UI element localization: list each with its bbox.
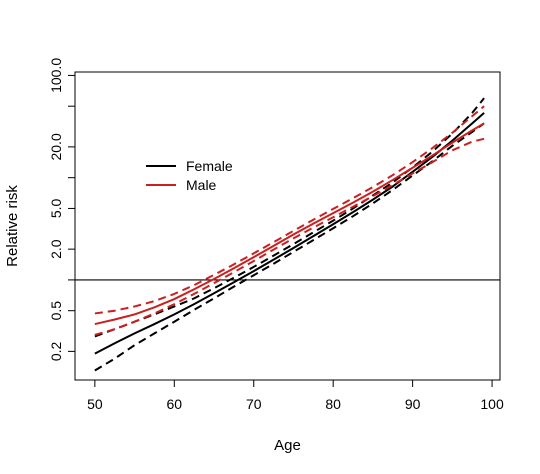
series-line-female-estimate	[94, 112, 485, 355]
series-line-female-upper	[94, 97, 485, 338]
x-tick-label-80: 80	[325, 396, 341, 412]
y-tick-label-20.0: 20.0	[48, 133, 64, 160]
legend-label-male: Male	[186, 177, 217, 193]
series-line-male-estimate	[94, 122, 485, 326]
legend-label-female: Female	[186, 158, 233, 174]
y-tick-label-2.0: 2.0	[48, 239, 64, 259]
y-tick-label-0.2: 0.2	[48, 341, 64, 361]
x-tick-label-90: 90	[405, 396, 421, 412]
legend: Female Male	[146, 158, 233, 193]
y-tick-label-100.0: 100.0	[48, 58, 64, 93]
series-line-male-lower	[94, 137, 485, 336]
x-tick-label-100: 100	[480, 396, 504, 412]
plot-area	[74, 71, 501, 381]
x-axis: 50 60 70 80 90 100	[87, 379, 504, 412]
x-tick-label-60: 60	[167, 396, 183, 412]
y-tick-label-0.5: 0.5	[48, 301, 64, 321]
y-tick-label-5.0: 5.0	[48, 199, 64, 219]
x-axis-label: Age	[274, 437, 301, 454]
x-tick-label-50: 50	[87, 396, 103, 412]
x-tick-label-70: 70	[246, 396, 262, 412]
y-axis: 0.2 0.5 2.0 5.0 20.0 100.0	[48, 58, 75, 361]
series-line-male-upper	[94, 105, 485, 315]
y-axis-label: Relative risk	[4, 185, 21, 267]
